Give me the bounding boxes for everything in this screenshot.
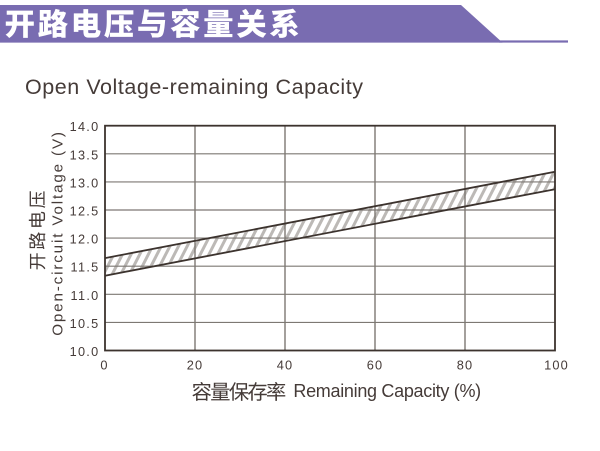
svg-text:100: 100	[544, 358, 569, 373]
svg-text:13.0: 13.0	[70, 176, 100, 190]
svg-text:Open-circuit Voltage (V): Open-circuit Voltage (V)	[50, 130, 67, 336]
svg-text:14.0: 14.0	[70, 120, 100, 134]
svg-text:Remaining Capacity (%): Remaining Capacity (%)	[293, 381, 480, 401]
svg-text:12.0: 12.0	[70, 233, 100, 247]
svg-text:10.0: 10.0	[70, 345, 100, 359]
svg-text:12.5: 12.5	[70, 205, 100, 219]
svg-text:11.0: 11.0	[71, 289, 100, 303]
svg-text:13.5: 13.5	[70, 148, 100, 162]
svg-text:40: 40	[277, 358, 293, 373]
svg-text:80: 80	[457, 358, 473, 373]
svg-text:20: 20	[187, 358, 203, 373]
svg-text:0: 0	[100, 358, 108, 373]
svg-text:10.5: 10.5	[70, 317, 100, 331]
svg-text:11.5: 11.5	[71, 261, 100, 275]
svg-text:60: 60	[367, 358, 383, 373]
svg-text:Open Voltage-remaining Capacit: Open Voltage-remaining Capacity	[25, 75, 364, 99]
